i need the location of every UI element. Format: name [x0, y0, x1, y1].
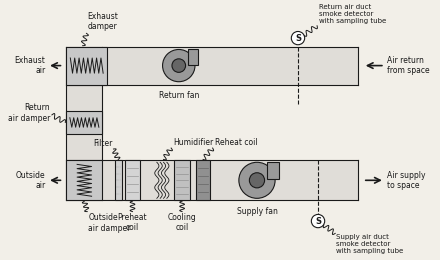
Bar — [196, 160, 210, 200]
Text: Filter: Filter — [93, 139, 113, 148]
Text: Supply air duct
smoke detector
with sampling tube: Supply air duct smoke detector with samp… — [336, 234, 403, 254]
Text: Preheat
coil: Preheat coil — [118, 212, 147, 232]
Bar — [115, 160, 121, 200]
Text: S: S — [315, 217, 321, 226]
Text: S: S — [295, 34, 301, 43]
Circle shape — [249, 173, 264, 188]
Bar — [66, 110, 103, 134]
Text: Outside
air: Outside air — [16, 171, 45, 190]
Bar — [188, 49, 198, 65]
Text: Exhaust
damper: Exhaust damper — [88, 12, 118, 31]
Text: Supply fan: Supply fan — [237, 207, 277, 216]
Bar — [267, 162, 279, 179]
Text: Cooling
coil: Cooling coil — [168, 212, 197, 232]
Bar — [66, 160, 103, 200]
Text: Air supply
to space: Air supply to space — [387, 171, 425, 190]
Circle shape — [172, 59, 186, 72]
Bar — [125, 160, 139, 200]
Bar — [66, 47, 103, 200]
Bar — [66, 47, 107, 84]
Text: Return air duct
smoke detector
with sampling tube: Return air duct smoke detector with samp… — [319, 4, 386, 24]
Circle shape — [291, 31, 304, 45]
Text: Reheat coil: Reheat coil — [215, 138, 257, 147]
Bar — [103, 160, 358, 200]
Bar — [174, 160, 190, 200]
Text: Return
air damper: Return air damper — [7, 103, 50, 123]
Circle shape — [239, 162, 275, 198]
Text: Return fan: Return fan — [158, 91, 199, 100]
Text: Exhaust
air: Exhaust air — [15, 56, 45, 75]
Text: Humidifier: Humidifier — [173, 138, 213, 147]
Text: Air return
from space: Air return from space — [387, 56, 429, 75]
Text: Outside
air damper: Outside air damper — [88, 213, 131, 233]
Bar — [103, 47, 358, 84]
Circle shape — [312, 214, 325, 228]
Circle shape — [162, 49, 195, 82]
